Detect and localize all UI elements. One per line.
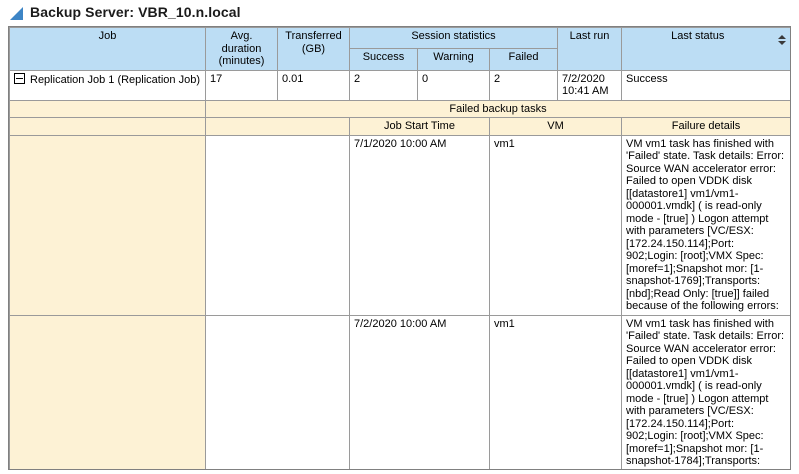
transferred-line-1: Transferred xyxy=(285,30,342,42)
column-header-success[interactable]: Success xyxy=(349,48,418,71)
chevron-down-icon xyxy=(777,41,786,45)
failed-task-start-time: 7/1/2020 10:00 AM xyxy=(349,134,490,316)
nested-gutter xyxy=(9,314,206,469)
table-row[interactable]: Replication Job 1 (Replication Job) 17 0… xyxy=(9,69,790,101)
nested-row-spacer xyxy=(205,314,350,469)
sort-arrows-icon[interactable] xyxy=(773,27,790,71)
column-group-header-session-statistics: Session statistics xyxy=(349,27,558,50)
avg-duration-line-1: Avg. xyxy=(230,30,253,42)
failed-backup-tasks-title: Failed backup tasks xyxy=(205,99,790,118)
failed-task-start-time: 7/2/2020 10:00 AM xyxy=(349,314,490,469)
backup-jobs-table: Job Avg. duration (minutes) Transferred … xyxy=(9,27,791,469)
column-header-failure-details: Failure details xyxy=(621,117,790,136)
report-frame: Job Avg. duration (minutes) Transferred … xyxy=(8,26,791,470)
report-title-bar: Backup Server: VBR_10.n.local xyxy=(0,0,799,24)
last-run-date: 7/2/2020 xyxy=(562,72,605,85)
column-header-last-status[interactable]: Last status xyxy=(621,27,774,71)
triangle-icon xyxy=(10,6,23,20)
avg-duration-line-2: duration xyxy=(221,42,262,55)
nested-gutter xyxy=(9,134,206,316)
avg-duration-line-3: (minutes) xyxy=(218,55,265,67)
column-header-vm: VM xyxy=(489,117,622,136)
failed-tasks-title-row: Failed backup tasks xyxy=(9,99,790,118)
nested-gutter xyxy=(9,99,206,118)
job-name-cell[interactable]: Replication Job 1 (Replication Job) xyxy=(9,69,206,101)
failed-tasks-header-row: Job Start Time VM Failure details xyxy=(9,117,790,136)
failed-task-row[interactable]: 7/1/2020 10:00 AM vm1 VM vm1 task has fi… xyxy=(9,134,790,316)
table-header-row-1: Job Avg. duration (minutes) Transferred … xyxy=(9,27,790,71)
success-count: 2 xyxy=(349,69,418,101)
column-header-last-run[interactable]: Last run xyxy=(557,27,622,71)
nested-header-spacer xyxy=(205,117,350,136)
table-header-row-2: Success Warning Failed xyxy=(10,48,791,71)
last-run-value: 7/2/2020 10:41 AM xyxy=(557,69,622,101)
avg-duration-value: 17 xyxy=(205,69,278,101)
warning-count: 0 xyxy=(417,69,490,101)
column-header-warning[interactable]: Warning xyxy=(417,48,490,71)
failed-task-failure-details: VM vm1 task has finished with 'Failed' s… xyxy=(621,134,790,316)
last-status-value: Success xyxy=(621,69,790,101)
job-name-label: Replication Job 1 (Replication Job) xyxy=(30,73,200,86)
failed-task-vm: vm1 xyxy=(489,134,622,316)
transferred-line-2: (GB) xyxy=(301,42,326,55)
minus-box-icon[interactable] xyxy=(14,72,25,84)
nested-gutter xyxy=(9,117,206,136)
failed-count: 2 xyxy=(489,69,558,101)
column-header-job-start-time: Job Start Time xyxy=(349,117,490,136)
failed-task-failure-details: VM vm1 task has finished with 'Failed' s… xyxy=(621,314,790,469)
sort-arrows-glyph xyxy=(777,35,786,45)
chevron-up-icon xyxy=(777,35,786,39)
column-header-avg-duration[interactable]: Avg. duration (minutes) xyxy=(205,27,278,71)
failed-task-row[interactable]: 7/2/2020 10:00 AM vm1 VM vm1 task has fi… xyxy=(9,314,790,469)
page-title: Backup Server: VBR_10.n.local xyxy=(30,4,241,20)
column-header-job[interactable]: Job xyxy=(9,27,206,71)
last-run-time: 10:41 AM xyxy=(562,85,609,97)
failed-task-vm: vm1 xyxy=(489,314,622,469)
transferred-value: 0.01 xyxy=(277,69,350,101)
column-header-transferred[interactable]: Transferred (GB) xyxy=(277,27,350,71)
column-header-failed[interactable]: Failed xyxy=(489,48,558,71)
nested-row-spacer xyxy=(205,134,350,316)
